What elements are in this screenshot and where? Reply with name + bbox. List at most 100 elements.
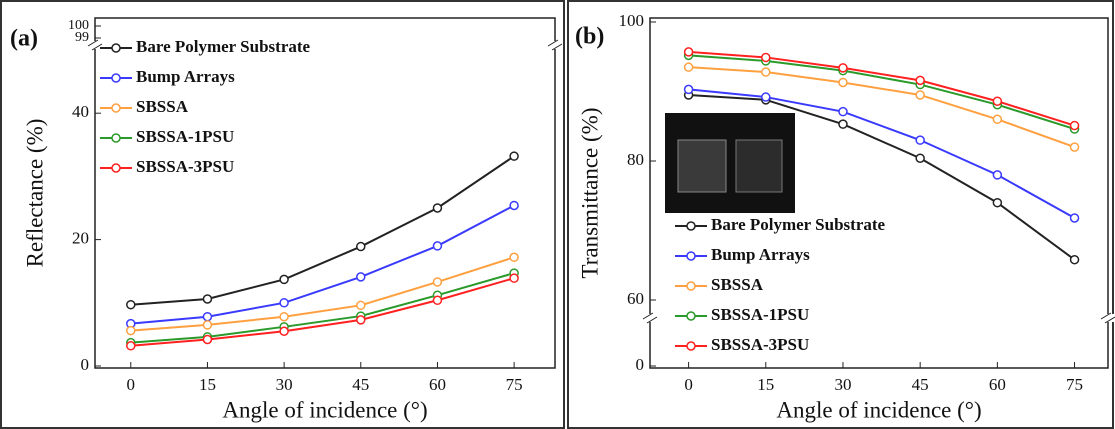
legend-marker [111, 133, 121, 143]
x-tick-label: 45 [912, 375, 929, 394]
axis-break [87, 41, 103, 49]
axis-break-mark [642, 312, 658, 324]
legend-marker [111, 73, 121, 83]
plot-area [94, 17, 556, 369]
data-point [838, 63, 848, 73]
data-point [509, 273, 519, 283]
data-point [509, 252, 519, 263]
data-point [279, 274, 289, 285]
data-point [992, 197, 1003, 208]
data-point [202, 320, 213, 330]
x-tick-label: 15 [757, 375, 774, 394]
legend-marker [111, 163, 121, 173]
data-point [915, 153, 925, 163]
x-tick-label: 30 [834, 375, 851, 394]
data-point [1069, 142, 1080, 152]
data-point [356, 241, 366, 252]
y-tick-label: 0 [636, 355, 645, 374]
series-line [688, 93, 1076, 261]
y-tick-label: 40 [72, 102, 89, 121]
series-line [130, 155, 515, 306]
x-tick-label: 15 [199, 375, 216, 394]
legend-label: Bare Polymer Substrate [711, 215, 886, 234]
data-point [1069, 120, 1080, 131]
panel-frame [0, 0, 565, 429]
data-point [126, 341, 136, 351]
x-tick-label: 0 [684, 375, 693, 394]
y-tick-label: 99 [75, 30, 89, 45]
y-tick-label: 20 [72, 229, 89, 248]
x-tick-label: 45 [352, 375, 369, 394]
legend-label: SBSSA-1PSU [711, 305, 809, 324]
data-point [202, 311, 213, 322]
data-point [509, 200, 519, 211]
inset-photo [665, 113, 795, 213]
legend-label: Bump Arrays [136, 67, 235, 86]
x-tick-label: 60 [429, 375, 446, 394]
legend-label: SBSSA [136, 97, 189, 116]
data-point [683, 47, 694, 57]
axis-break [547, 41, 563, 49]
legend-marker [111, 43, 121, 53]
legend-marker [686, 221, 696, 231]
x-tick-label: 75 [506, 375, 523, 394]
series-line [130, 272, 515, 344]
data-point [432, 295, 443, 306]
data-point [761, 92, 771, 102]
plot-area [649, 17, 1109, 369]
y-tick-label: 100 [68, 18, 89, 33]
series-line [688, 88, 1076, 219]
series-line [130, 277, 515, 347]
data-point [992, 96, 1003, 106]
axis-break [1100, 314, 1115, 322]
x-tick-label: 75 [1066, 375, 1083, 394]
y-axis-label: Reflectance (%) [22, 119, 47, 268]
data-point [432, 277, 443, 287]
data-point [838, 119, 848, 129]
data-point [279, 311, 289, 322]
data-point [202, 294, 213, 304]
data-point [356, 272, 366, 282]
x-tick-label: 60 [989, 375, 1006, 394]
series-line [130, 204, 515, 325]
data-point [279, 326, 289, 336]
data-point [992, 114, 1003, 125]
data-point [202, 334, 213, 345]
data-point [838, 77, 848, 88]
y-tick-label: 80 [627, 150, 644, 169]
y-tick-label: 100 [619, 11, 645, 30]
axis-break [642, 314, 658, 322]
panel-label: (a) [10, 26, 38, 52]
legend-marker [686, 341, 696, 351]
legend-marker [686, 251, 696, 261]
legend-marker [686, 281, 696, 291]
data-point [432, 241, 443, 251]
legend-marker [686, 311, 696, 321]
legend-label: Bump Arrays [711, 245, 810, 264]
data-point [356, 315, 366, 325]
x-axis-label: Angle of incidence (°) [222, 397, 427, 422]
panel-frame [567, 0, 1114, 429]
legend-label: Bare Polymer Substrate [136, 37, 311, 56]
axis-break-mark [87, 39, 103, 51]
data-point [356, 300, 366, 311]
data-point [683, 62, 694, 72]
data-point [683, 84, 694, 95]
data-point [432, 203, 443, 213]
data-point [1069, 213, 1080, 223]
legend-label: SBSSA-3PSU [711, 335, 809, 354]
legend-marker [111, 103, 121, 113]
legend-label: SBSSA-3PSU [136, 157, 234, 176]
data-point [915, 90, 925, 100]
axis-break-mark [547, 39, 563, 51]
legend-label: SBSSA [711, 275, 764, 294]
y-axis-label: Transmittance (%) [577, 108, 602, 279]
data-point [1069, 254, 1080, 265]
data-point [838, 106, 848, 117]
y-tick-label: 60 [627, 289, 644, 308]
data-point [992, 170, 1003, 180]
data-point [126, 325, 136, 336]
axis-break-mark [1100, 312, 1115, 324]
data-point [761, 52, 771, 63]
